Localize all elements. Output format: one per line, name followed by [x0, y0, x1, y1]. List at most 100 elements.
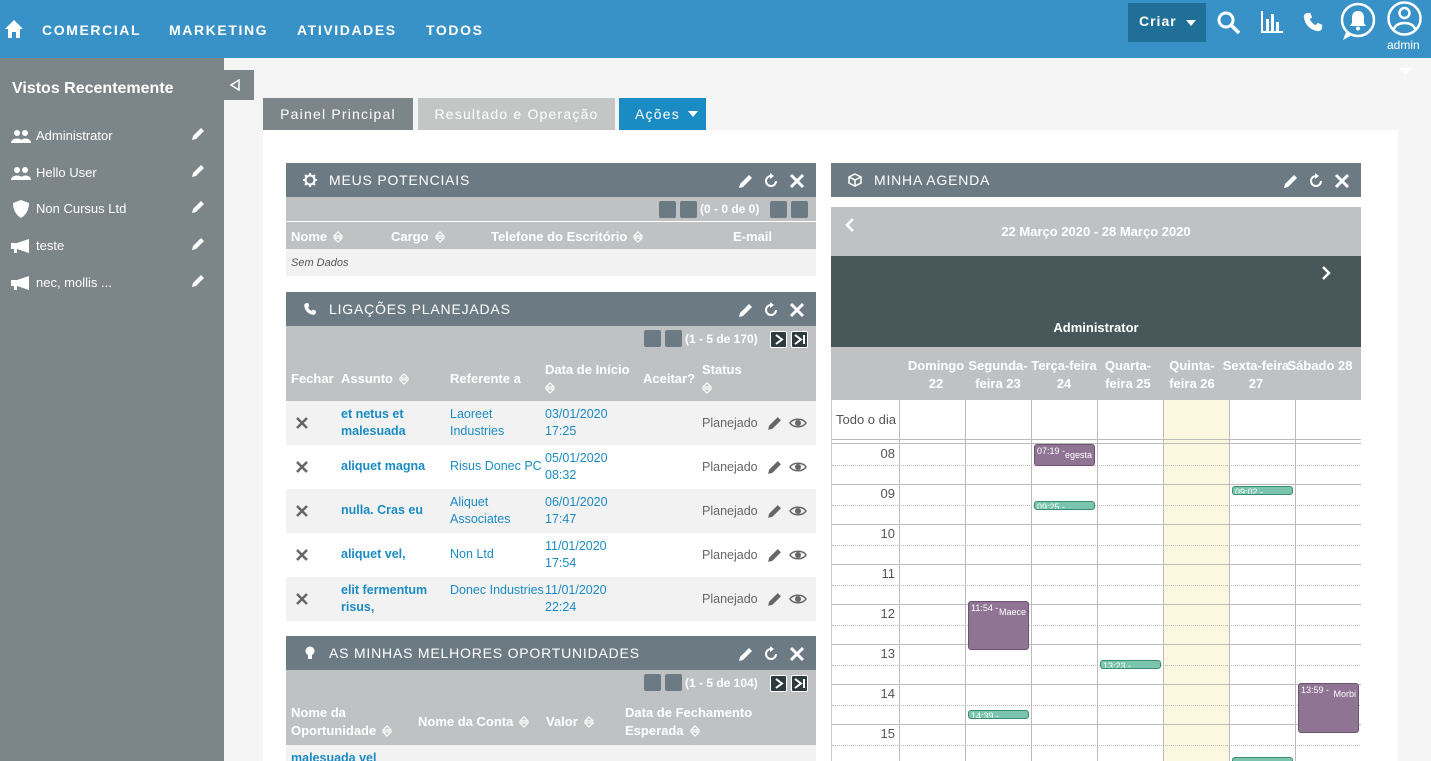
refresh-icon[interactable]: [763, 302, 779, 318]
calendar-event[interactable]: 13:23 -: [1100, 660, 1161, 669]
opportunity-name[interactable]: malesuada vel: [291, 751, 377, 761]
last-page-button[interactable]: [791, 331, 808, 348]
day-header[interactable]: Terça-feira 24: [1031, 358, 1097, 391]
col-telefone[interactable]: Telefone do Escritório: [491, 228, 644, 246]
edit-icon[interactable]: [191, 274, 205, 288]
call-subject[interactable]: aliquet vel,: [341, 547, 406, 561]
close-icon[interactable]: [1334, 173, 1350, 189]
next-page-button[interactable]: [770, 201, 787, 218]
prev-page-button[interactable]: [680, 201, 697, 218]
calendar-event[interactable]: 14:39 -: [968, 710, 1029, 719]
search-icon[interactable]: [1217, 11, 1241, 35]
calendar-event[interactable]: [1232, 757, 1293, 761]
col-cargo[interactable]: Cargo: [391, 228, 445, 246]
next-page-button[interactable]: [770, 675, 787, 692]
call-related[interactable]: Laoreet Industries: [450, 407, 505, 438]
close-call-icon[interactable]: [296, 417, 308, 429]
user-name[interactable]: admin: [1387, 38, 1420, 52]
sidebar-item-nec-mollis[interactable]: nec, mollis ...: [0, 270, 224, 296]
col-valor[interactable]: Valor: [546, 713, 594, 731]
col-data-inicio[interactable]: Data de Início: [545, 361, 635, 397]
calendar-event[interactable]: 11:54 - Maece: [968, 601, 1029, 650]
sidebar-item-administrator[interactable]: Administrator: [0, 123, 224, 149]
close-call-icon[interactable]: [296, 593, 308, 605]
collapse-sidebar-button[interactable]: [224, 70, 254, 100]
tab-painel-principal[interactable]: Painel Principal: [263, 98, 413, 130]
first-page-button[interactable]: [659, 201, 676, 218]
edit-icon[interactable]: [1283, 173, 1299, 189]
nav-atividades[interactable]: ATIVIDADES: [297, 22, 397, 38]
call-related[interactable]: Risus Donec PC: [450, 459, 542, 473]
refresh-icon[interactable]: [763, 173, 779, 189]
day-header[interactable]: Sexta-feira 27: [1222, 358, 1290, 391]
edit-icon[interactable]: [191, 164, 205, 178]
nav-marketing[interactable]: MARKETING: [169, 22, 269, 38]
last-page-button[interactable]: [791, 201, 808, 218]
close-call-icon[interactable]: [296, 549, 308, 561]
day-header[interactable]: Segunda-feira 23: [968, 358, 1028, 391]
view-eye-icon[interactable]: [789, 593, 807, 605]
nav-todos[interactable]: TODOS: [426, 22, 484, 38]
col-data-fechamento[interactable]: Data de Fechamento Esperada: [625, 705, 753, 738]
col-nome[interactable]: Nome: [291, 228, 344, 246]
edit-icon[interactable]: [767, 548, 782, 563]
home-icon[interactable]: [4, 19, 24, 39]
day-header[interactable]: Domingo 22: [907, 358, 965, 391]
edit-icon[interactable]: [738, 173, 754, 189]
calendar-event[interactable]: 09:25 -: [1034, 501, 1095, 510]
edit-icon[interactable]: [191, 127, 205, 141]
col-assunto[interactable]: Assunto: [341, 370, 409, 388]
sidebar-item-teste[interactable]: teste: [0, 233, 224, 259]
edit-icon[interactable]: [738, 302, 754, 318]
reports-icon[interactable]: [1260, 11, 1284, 33]
day-header[interactable]: Quinta-feira 26: [1169, 358, 1215, 391]
user-avatar-icon[interactable]: [1386, 0, 1423, 37]
close-icon[interactable]: [789, 302, 805, 318]
refresh-icon[interactable]: [763, 646, 779, 662]
view-eye-icon[interactable]: [789, 505, 807, 517]
call-subject[interactable]: et netus et malesuada: [341, 407, 406, 438]
calendar-grid[interactable]: Todo o dia 08 09 10 11 12 13 14 15 07:19…: [831, 400, 1361, 761]
prev-page-button[interactable]: [665, 330, 682, 347]
call-related[interactable]: Donec Industries: [450, 583, 544, 597]
edit-icon[interactable]: [191, 237, 205, 251]
tab-acoes[interactable]: Ações: [619, 98, 706, 130]
edit-icon[interactable]: [767, 592, 782, 607]
calendar-event[interactable]: 07:19 - egesta: [1034, 444, 1095, 466]
day-header[interactable]: Sábado 28: [1287, 358, 1353, 373]
col-nome-conta[interactable]: Nome da Conta: [418, 713, 530, 731]
col-email[interactable]: E-mail: [733, 229, 773, 244]
first-page-button[interactable]: [644, 674, 661, 691]
refresh-icon[interactable]: [1308, 173, 1324, 189]
calendar-event[interactable]: 09:02 -: [1232, 486, 1293, 495]
call-subject[interactable]: elit fermentum risus,: [341, 583, 428, 614]
close-icon[interactable]: [789, 173, 805, 189]
view-eye-icon[interactable]: [789, 417, 807, 429]
day-header[interactable]: Quarta-feira 25: [1104, 358, 1152, 391]
edit-icon[interactable]: [767, 416, 782, 431]
edit-icon[interactable]: [191, 200, 205, 214]
col-status[interactable]: Status: [702, 361, 742, 397]
next-week-icon[interactable]: [1321, 266, 1331, 280]
previous-week-icon[interactable]: [845, 218, 855, 232]
nav-comercial[interactable]: COMERCIAL: [42, 22, 142, 38]
view-eye-icon[interactable]: [789, 461, 807, 473]
sidebar-item-hello-user[interactable]: Hello User: [0, 160, 224, 186]
call-subject[interactable]: aliquet magna: [341, 459, 426, 473]
close-call-icon[interactable]: [296, 505, 308, 517]
call-related[interactable]: Aliquet Associates: [450, 495, 511, 526]
close-call-icon[interactable]: [296, 461, 308, 473]
edit-icon[interactable]: [767, 504, 782, 519]
col-nome-oportunidade[interactable]: Nome da Oportunidade: [291, 704, 401, 740]
calendar-event[interactable]: 13:59 - Morbi: [1298, 683, 1359, 733]
create-button[interactable]: Criar: [1128, 3, 1206, 42]
edit-icon[interactable]: [738, 646, 754, 662]
next-page-button[interactable]: [770, 331, 787, 348]
phone-icon[interactable]: [1302, 11, 1324, 33]
last-page-button[interactable]: [791, 675, 808, 692]
user-menu-caret-icon[interactable]: [1399, 68, 1411, 76]
prev-page-button[interactable]: [665, 674, 682, 691]
sidebar-item-non-cursus[interactable]: Non Cursus Ltd: [0, 196, 224, 222]
view-eye-icon[interactable]: [789, 549, 807, 561]
call-related[interactable]: Non Ltd: [450, 547, 494, 561]
